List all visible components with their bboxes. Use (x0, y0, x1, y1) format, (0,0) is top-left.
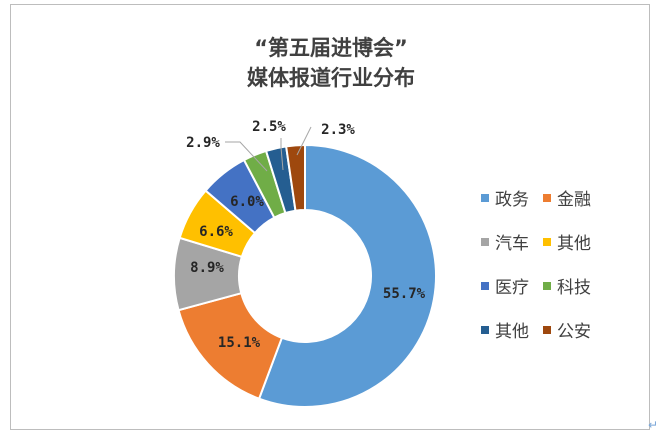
paragraph-return-icon: ↵ (648, 418, 659, 432)
leader-line-6 (225, 141, 268, 172)
legend-label: 金融 (557, 190, 591, 210)
leader-line-7 (280, 138, 284, 171)
data-label-4: 6.6% (199, 224, 233, 240)
legend-swatch (481, 281, 489, 290)
chart-title: “第五届进博会” 媒体报道行业分布 (11, 33, 651, 93)
legend-label: 公安 (557, 322, 591, 342)
legend-item-3: 汽车 (481, 229, 529, 254)
data-label-5: 6.0% (230, 194, 264, 210)
legend-item-1: 政务 (481, 185, 529, 210)
legend-swatch (543, 237, 551, 246)
data-label-2: 15.1% (218, 335, 261, 351)
donut-chart: 55.7% 15.1% 8.9% 6.6% 6.0% 2.9% 2.5% 2.3% (173, 119, 437, 408)
data-label-1: 55.7% (383, 286, 426, 302)
legend-label: 政务 (495, 190, 529, 210)
data-label-8: 2.3% (321, 122, 355, 138)
data-label-3: 8.9% (190, 260, 224, 276)
legend-swatch (481, 325, 489, 334)
legend-swatch (543, 325, 551, 334)
legend-swatch (543, 281, 551, 290)
donut-slice-8 (285, 143, 306, 212)
legend-label: 科技 (557, 278, 591, 298)
chart-title-line-2: 媒体报道行业分布 (247, 66, 415, 90)
legend-label: 汽车 (495, 234, 529, 254)
legend-item-7: 其他 (481, 317, 529, 342)
leader-line-8 (296, 126, 312, 156)
donut-slice-1 (257, 143, 437, 408)
data-label-7: 2.5% (252, 119, 286, 135)
legend-label: 其他 (495, 322, 529, 342)
legend-swatch (543, 193, 551, 202)
legend-item-2: 金融 (543, 185, 591, 210)
legend-label: 其他 (557, 234, 591, 254)
legend-swatch (481, 193, 489, 202)
legend-item-6: 科技 (543, 273, 591, 298)
legend-item-5: 医疗 (481, 273, 529, 298)
legend-swatch (481, 237, 489, 246)
legend-item-8: 公安 (543, 317, 591, 342)
legend-item-4: 其他 (543, 229, 591, 254)
chart-frame: “第五届进博会” 媒体报道行业分布 55.7% 15.1% 8.9% 6.6% 6.0%… (10, 4, 650, 430)
legend-label: 医疗 (495, 278, 529, 298)
chart-title-line-1: “第五届进博会” (254, 36, 408, 60)
data-label-6: 2.9% (186, 135, 220, 151)
